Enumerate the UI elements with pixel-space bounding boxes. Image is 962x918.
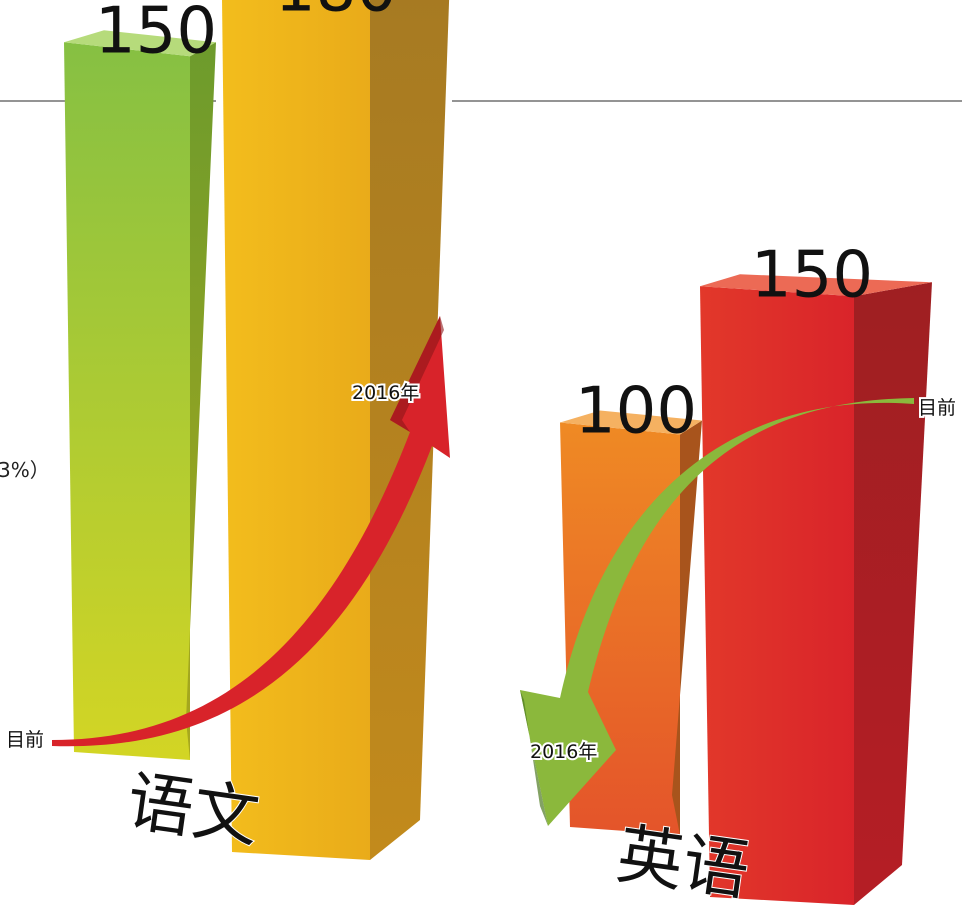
trend-arrow-down [520,398,914,826]
category-label-1-1: 2016年 [530,741,597,763]
bar-front-1-0 [700,286,854,905]
percent-fragment: 3%） [0,458,50,482]
category-label-1-0: 目前 [918,397,956,419]
bar-top-1-0 [700,274,932,297]
bar-side-1-1 [672,420,702,835]
bar-front-0-0 [64,42,190,760]
value-label-1-0: 150 [751,238,873,312]
trend-arrow-up [52,316,450,747]
trend-arrow-up-shade [390,316,444,432]
chart-title-0: 语文 [122,762,263,857]
value-label-0-0: 150 [95,0,217,68]
value-label-0-1: 180 [275,0,397,27]
bar-front-0-1 [222,0,370,860]
category-label-0-1: 2016年 [352,382,419,404]
bar-top-1-1 [560,410,702,435]
value-label-1-1: 100 [575,375,697,449]
bar-top-0-0 [64,30,216,57]
trend-arrow-down-shade [520,690,548,826]
category-label-0-0: 目前 [6,729,44,751]
bar-side-0-0 [186,42,216,760]
bar-side-1-0 [854,282,932,905]
